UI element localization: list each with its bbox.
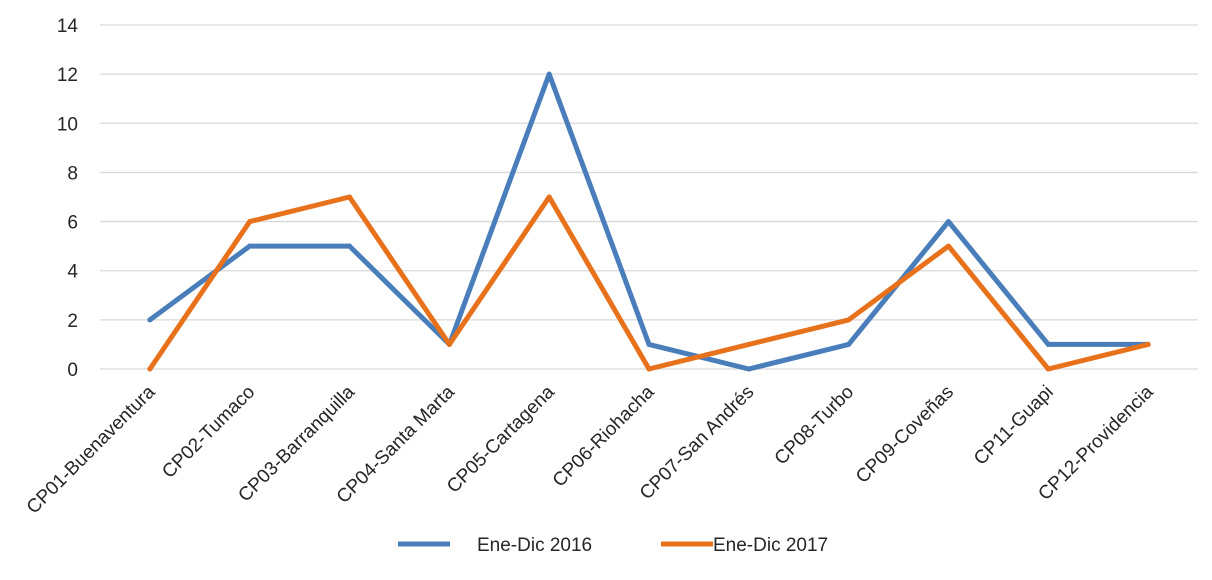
y-tick-label: 14 [57, 16, 79, 37]
y-tick-label: 0 [67, 360, 78, 381]
data-point [945, 219, 951, 225]
y-tick-label: 4 [67, 262, 78, 283]
data-point [746, 341, 752, 347]
data-point [746, 366, 752, 372]
data-point [247, 243, 253, 249]
x-tick-label: CP06-Riohacha [549, 381, 659, 491]
data-point [1045, 366, 1051, 372]
data-point [247, 219, 253, 225]
y-tick-label: 12 [57, 65, 78, 86]
series-lines [147, 71, 1151, 372]
y-tick-label: 10 [57, 114, 78, 135]
legend-label: Ene-Dic 2016 [477, 535, 592, 556]
legend-label: Ene-Dic 2017 [713, 535, 828, 556]
x-axis-ticks: CP01-BuenaventuraCP02-TumacoCP03-Barranq… [23, 381, 1158, 518]
x-tick-label: CP01-Buenaventura [23, 381, 160, 518]
x-tick-label: CP05-Cartagena [443, 381, 559, 497]
data-point [945, 243, 951, 249]
data-point [646, 366, 652, 372]
data-point [147, 366, 153, 372]
data-point [347, 243, 353, 249]
gridlines [100, 24, 1198, 370]
data-point [846, 341, 852, 347]
data-point [546, 71, 552, 77]
data-point [546, 194, 552, 200]
y-tick-label: 6 [67, 213, 78, 234]
data-point [147, 317, 153, 323]
x-tick-label: CP08-Turbo [771, 382, 859, 470]
x-tick-label: CP02-Tumaco [158, 382, 259, 483]
data-point [347, 194, 353, 200]
y-tick-label: 8 [67, 163, 78, 184]
x-tick-label: CP09-Coveñas [852, 382, 958, 488]
data-point [646, 341, 652, 347]
y-tick-label: 2 [67, 311, 78, 332]
data-point [846, 317, 852, 323]
data-point [1145, 341, 1151, 347]
data-point [446, 341, 452, 347]
data-point [1045, 341, 1051, 347]
y-axis-ticks: 0 2 4 6 8 10 12 14 [57, 16, 79, 381]
x-tick-label: CP11-Guapi [970, 382, 1058, 470]
legend: Ene-Dic 2016 Ene-Dic 2017 [398, 535, 828, 556]
